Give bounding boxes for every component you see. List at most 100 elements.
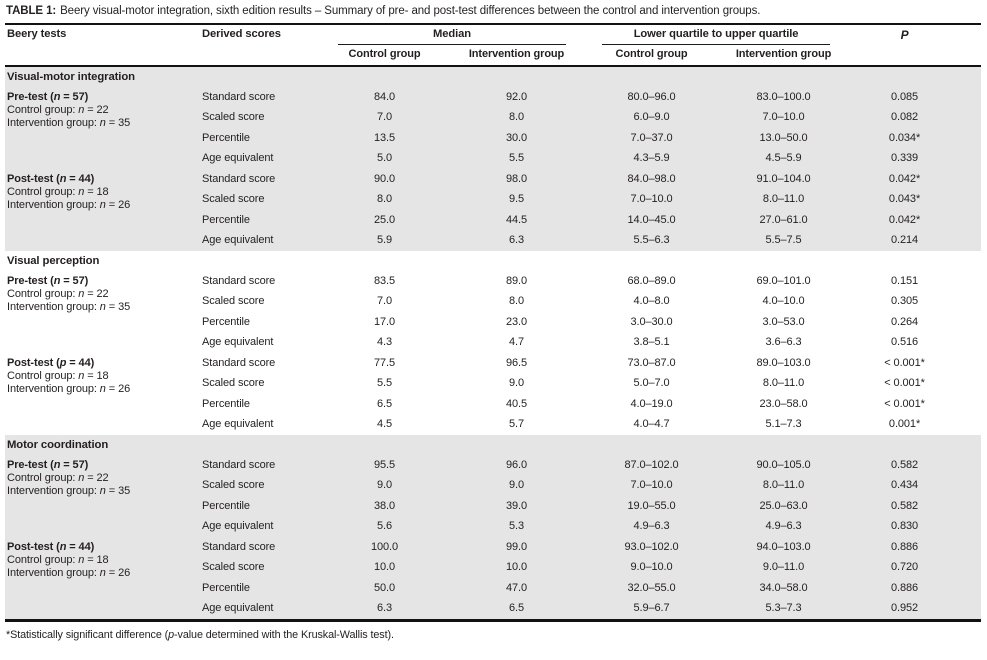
data-row: Scaled score 9.0 9.0 7.0–10.0 8.0–11.0 0.434 bbox=[5, 476, 981, 497]
derived-score-label: Scaled score bbox=[202, 295, 265, 307]
group-header-median: Median bbox=[320, 24, 584, 45]
iqr-intervention-value: 5.5–7.5 bbox=[765, 234, 802, 246]
data-row: Scaled score 5.5 9.0 5.0–7.0 8.0–11.0 < 0.001… bbox=[5, 374, 981, 395]
derived-score-label: Age equivalent bbox=[202, 602, 274, 614]
median-intervention-value: 5.7 bbox=[509, 418, 524, 430]
p-value: 0.082 bbox=[891, 111, 919, 123]
iqr-control-value: 4.3–5.9 bbox=[633, 152, 670, 164]
table-caption-text: Beery visual-motor integration, sixth ed… bbox=[60, 5, 761, 17]
median-intervention-value: 92.0 bbox=[506, 90, 528, 103]
median-intervention-value: 8.0 bbox=[509, 111, 524, 123]
test-block-label: Post-test (n = 44) Control group: n = 18 I… bbox=[5, 537, 200, 621]
footnote-text-post: -value determined with the Kruskal-Walli… bbox=[174, 629, 394, 641]
test-block-title: Post-test (p = 44) bbox=[7, 357, 95, 369]
iqr-control-value: 4.0–19.0 bbox=[630, 397, 673, 410]
data-row: Post-test (n = 44) Control group: n = 18 I… bbox=[5, 537, 981, 580]
median-control-value: 100.0 bbox=[370, 540, 399, 553]
median-control-value: 7.0 bbox=[377, 295, 392, 307]
median-control-value: 84.0 bbox=[373, 90, 395, 103]
median-intervention-value: 96.5 bbox=[506, 356, 528, 369]
median-control-value: 8.0 bbox=[377, 193, 392, 205]
data-row: Pre-test (n = 57) Control group: n = 22 In… bbox=[5, 87, 981, 130]
test-block-subline: Intervention group: n = 35 bbox=[7, 485, 131, 498]
iqr-control-value: 5.5–6.3 bbox=[633, 234, 670, 246]
group-header-median-label: Median bbox=[433, 28, 471, 40]
section-title: Motor coordination bbox=[7, 438, 109, 451]
derived-score-label: Percentile bbox=[202, 397, 250, 410]
test-block-label: Pre-test (n = 57) Control group: n = 22 In… bbox=[5, 271, 200, 353]
median-intervention-value: 4.7 bbox=[509, 336, 524, 348]
p-value: 0.582 bbox=[891, 499, 919, 512]
median-control-value: 6.3 bbox=[377, 602, 392, 614]
iqr-control-value: 14.0–45.0 bbox=[627, 213, 676, 226]
iqr-intervention-value: 34.0–58.0 bbox=[759, 581, 808, 594]
p-value: 0.434 bbox=[891, 479, 919, 491]
section-header-row: Visual perception bbox=[5, 251, 981, 271]
iqr-intervention-value: 4.0–10.0 bbox=[762, 295, 805, 307]
section-motor-coordination: Motor coordination Pre-test (n = 57) Contr… bbox=[5, 435, 982, 621]
median-intervention-value: 96.0 bbox=[506, 458, 528, 471]
table-footnote: *Statistically significant difference (p… bbox=[5, 622, 983, 641]
group-header-quartile: Lower quartile to upper quartile bbox=[584, 24, 848, 45]
iqr-intervention-value: 69.0–101.0 bbox=[756, 274, 811, 287]
test-block-title: Pre-test (n = 57) bbox=[7, 275, 89, 287]
data-row: Percentile 13.5 30.0 7.0–37.0 13.0–50.0 0.034… bbox=[5, 128, 981, 149]
p-value: 0.305 bbox=[891, 295, 919, 307]
derived-score-label: Age equivalent bbox=[202, 520, 274, 532]
derived-score-label: Scaled score bbox=[202, 377, 265, 389]
median-control-value: 13.5 bbox=[373, 131, 395, 144]
iqr-intervention-value: 27.0–61.0 bbox=[759, 213, 808, 226]
test-block-subline: Intervention group: n = 26 bbox=[7, 383, 131, 396]
derived-score-label: Standard score bbox=[202, 356, 276, 369]
test-block-subline: Control group: n = 18 bbox=[7, 186, 109, 199]
p-value: < 0.001* bbox=[884, 377, 925, 389]
test-block-title: Post-test (n = 44) bbox=[7, 173, 95, 185]
subcol-header-quartile-control: Control group bbox=[615, 48, 688, 60]
test-block-subline: Control group: n = 18 bbox=[7, 370, 109, 383]
derived-score-label: Standard score bbox=[202, 90, 276, 103]
derived-score-label: Age equivalent bbox=[202, 152, 274, 164]
iqr-intervention-value: 3.6–6.3 bbox=[765, 336, 802, 348]
data-row: Scaled score 7.0 8.0 4.0–8.0 4.0–10.0 0.305 bbox=[5, 292, 981, 313]
iqr-intervention-value: 94.0–103.0 bbox=[756, 540, 811, 553]
median-intervention-value: 10.0 bbox=[506, 561, 528, 573]
iqr-control-value: 6.0–9.0 bbox=[633, 111, 670, 123]
iqr-control-value: 3.8–5.1 bbox=[633, 336, 670, 348]
results-table: Beery tests Derived scores Median Lower … bbox=[5, 23, 982, 622]
data-row: Scaled score 10.0 10.0 9.0–10.0 9.0–11.0 0.72… bbox=[5, 558, 981, 579]
iqr-control-value: 87.0–102.0 bbox=[624, 458, 679, 471]
derived-score-label: Age equivalent bbox=[202, 234, 274, 246]
median-control-value: 25.0 bbox=[373, 213, 395, 226]
test-block-subline: Control group: n = 22 bbox=[7, 288, 109, 301]
data-row: Percentile 17.0 23.0 3.0–30.0 3.0–53.0 0.264 bbox=[5, 312, 981, 333]
document-page: TABLE 1: Beery visual-motor integration, … bbox=[5, 5, 983, 641]
iqr-intervention-value: 8.0–11.0 bbox=[762, 193, 805, 205]
median-control-value: 50.0 bbox=[373, 581, 395, 594]
derived-score-label: Age equivalent bbox=[202, 418, 274, 430]
header-row-groups: Beery tests Derived scores Median Lower … bbox=[5, 24, 981, 45]
derived-score-label: Age equivalent bbox=[202, 336, 274, 348]
col-header-derived-scores: Derived scores bbox=[202, 28, 281, 40]
section-header-row: Motor coordination bbox=[5, 435, 981, 455]
group-header-quartile-label: Lower quartile to upper quartile bbox=[633, 28, 799, 40]
median-intervention-value: 9.5 bbox=[509, 193, 524, 205]
iqr-intervention-value: 5.1–7.3 bbox=[765, 418, 802, 430]
median-control-value: 10.0 bbox=[373, 561, 395, 573]
iqr-control-value: 93.0–102.0 bbox=[624, 540, 679, 553]
median-control-value: 6.5 bbox=[377, 397, 392, 410]
test-block-subline: Intervention group: n = 26 bbox=[7, 199, 131, 212]
subcol-header-median-control: Control group bbox=[348, 48, 421, 60]
test-block-subline: Intervention group: n = 35 bbox=[7, 301, 131, 314]
data-row: Post-test (p = 44) Control group: n = 18 I… bbox=[5, 353, 981, 396]
p-value: 0.214 bbox=[891, 234, 919, 246]
col-header-beery-tests: Beery tests bbox=[7, 28, 67, 40]
data-row: Age equivalent 4.5 5.7 4.0–4.7 5.1–7.3 0.001* bbox=[5, 415, 981, 436]
data-row: Percentile 38.0 39.0 19.0–55.0 25.0–63.0 0.58… bbox=[5, 496, 981, 517]
median-control-value: 9.0 bbox=[377, 479, 392, 491]
median-intervention-value: 9.0 bbox=[509, 377, 524, 389]
p-value: 0.085 bbox=[891, 90, 919, 103]
col-header-p: P bbox=[900, 28, 909, 42]
iqr-intervention-value: 4.5–5.9 bbox=[765, 152, 802, 164]
p-value: 0.339 bbox=[891, 152, 919, 164]
test-block-subline: Control group: n = 22 bbox=[7, 104, 109, 117]
